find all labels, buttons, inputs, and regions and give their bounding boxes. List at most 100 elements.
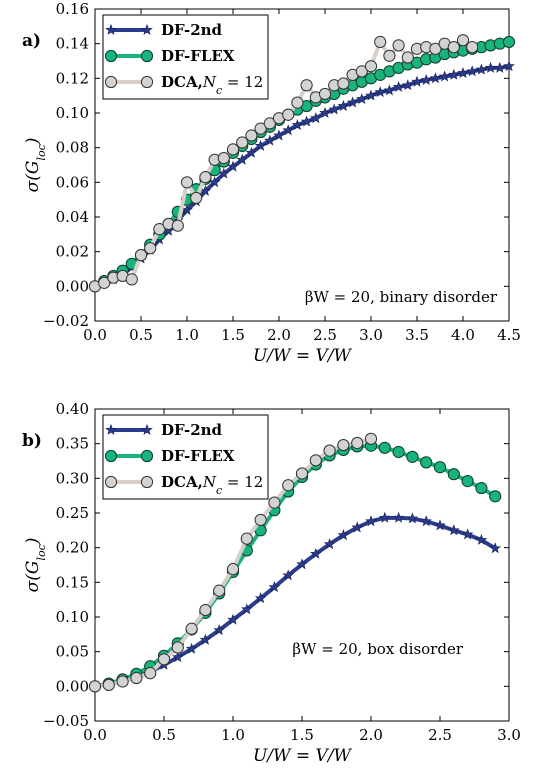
x-tick-label: 2.5	[313, 326, 337, 344]
data-point	[466, 41, 479, 54]
x-axis-label: U/W = V/W	[253, 346, 353, 366]
data-point	[406, 512, 419, 524]
data-point	[268, 581, 281, 593]
data-point	[185, 622, 198, 635]
data-point	[268, 496, 281, 509]
x-tick-label: 3.0	[497, 726, 521, 744]
data-point	[172, 651, 184, 663]
x-tick-label: 2.0	[359, 726, 383, 744]
data-point	[236, 153, 248, 165]
data-point	[447, 468, 460, 481]
data-point	[180, 176, 194, 189]
x-tick-label: 4.0	[451, 326, 475, 344]
legend-marker	[104, 75, 118, 89]
data-point	[383, 84, 396, 96]
x-tick-label: 2.0	[267, 326, 291, 344]
data-point	[240, 532, 253, 545]
y-tick-label: 0.10	[56, 104, 89, 122]
legend-marker	[104, 449, 118, 463]
data-point	[217, 151, 230, 165]
data-point	[213, 584, 226, 597]
data-point	[296, 558, 308, 570]
data-point	[241, 603, 253, 615]
data-point	[433, 461, 447, 474]
x-tick-label: 0.0	[83, 726, 107, 744]
data-point	[420, 515, 432, 527]
y-tick-label: 0.15	[56, 573, 89, 591]
data-point	[254, 139, 267, 151]
data-point	[88, 680, 102, 693]
data-point	[263, 117, 276, 130]
x-tick-label: 0.5	[152, 726, 176, 744]
data-point	[489, 490, 502, 503]
y-tick-label: 0.06	[56, 173, 89, 191]
data-point	[254, 592, 267, 604]
data-point	[392, 445, 405, 459]
data-point	[434, 519, 446, 531]
y-tick-label: 0.04	[56, 208, 89, 226]
data-point	[392, 511, 405, 523]
legend-label: DF-FLEX	[161, 447, 235, 465]
legend-marker	[104, 475, 118, 489]
data-point	[300, 79, 313, 92]
data-point	[125, 273, 138, 286]
data-point	[337, 529, 350, 541]
data-point	[254, 122, 267, 135]
y-axis-label: σ(Gloc)	[23, 538, 48, 593]
legend-marker	[104, 49, 118, 63]
data-point	[295, 467, 309, 480]
y-tick-label: 0.20	[56, 539, 89, 557]
data-point	[213, 624, 225, 636]
data-point	[254, 513, 267, 527]
x-tick-label: 1.0	[221, 726, 245, 744]
data-point	[406, 450, 419, 463]
data-point	[264, 134, 276, 146]
data-point	[429, 72, 442, 84]
data-point	[502, 35, 516, 49]
x-tick-label: 3.5	[405, 326, 429, 344]
data-point	[318, 87, 332, 101]
panel-b: 0.0 0.5 1.0 1.5 2.0 2.5 3.0 −0.05 0.00 0.05 0.10 0.…	[22, 400, 521, 766]
series-2	[88, 432, 378, 693]
data-point	[378, 441, 391, 454]
data-point	[291, 119, 304, 131]
data-point	[402, 79, 414, 91]
plot-frame	[94, 8, 510, 322]
data-point	[355, 65, 368, 78]
data-point	[199, 633, 212, 645]
data-point	[323, 444, 336, 457]
legend-marker	[105, 23, 117, 35]
x-tick-label: 1.0	[175, 326, 199, 344]
data-point	[438, 70, 451, 82]
y-tick-label: 0.16	[56, 0, 89, 18]
data-point	[351, 521, 363, 533]
data-point	[461, 528, 474, 540]
data-point	[310, 547, 322, 559]
y-tick-label: 0.30	[56, 469, 89, 487]
data-point	[319, 106, 331, 118]
data-point	[102, 678, 115, 692]
data-point	[447, 41, 460, 54]
data-point	[199, 171, 212, 184]
legend-marker	[140, 75, 154, 89]
data-point	[227, 613, 239, 625]
data-point	[365, 515, 377, 527]
data-point	[448, 68, 460, 80]
x-tick-label: 0.5	[129, 326, 153, 344]
data-point	[273, 129, 285, 141]
data-point	[309, 454, 322, 467]
annotation: βW = 20, box disorder	[292, 640, 463, 658]
data-point	[310, 112, 322, 124]
data-point	[291, 96, 304, 109]
legend-marker	[140, 449, 154, 463]
data-point	[300, 115, 313, 127]
x-tick-label: 2.5	[428, 726, 452, 744]
y-tick-label: 0.05	[56, 643, 89, 661]
data-point	[379, 511, 391, 523]
data-point	[144, 667, 157, 680]
data-point	[337, 438, 350, 452]
legend-label: DCA,Nc = 12	[161, 473, 263, 497]
data-point	[337, 100, 350, 111]
data-point	[337, 77, 350, 90]
